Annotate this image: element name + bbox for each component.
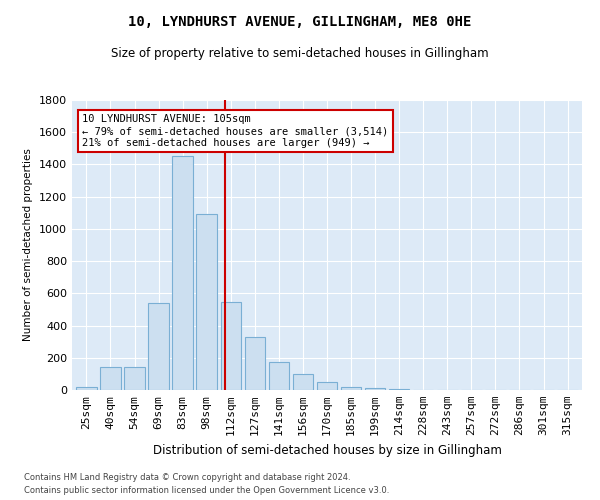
Bar [269,362,289,390]
Bar [245,337,265,390]
X-axis label: Distribution of semi-detached houses by size in Gillingham: Distribution of semi-detached houses by … [152,444,502,456]
Text: 10, LYNDHURST AVENUE, GILLINGHAM, ME8 0HE: 10, LYNDHURST AVENUE, GILLINGHAM, ME8 0H… [128,15,472,29]
Bar [100,368,121,390]
Bar [148,303,169,390]
Text: Contains HM Land Registry data © Crown copyright and database right 2024.: Contains HM Land Registry data © Crown c… [24,474,350,482]
Y-axis label: Number of semi-detached properties: Number of semi-detached properties [23,148,34,342]
Bar [341,387,361,390]
Text: Size of property relative to semi-detached houses in Gillingham: Size of property relative to semi-detach… [111,48,489,60]
Bar [293,374,313,390]
Bar [196,214,217,390]
Bar [317,382,337,390]
Bar [124,368,145,390]
Bar [389,389,409,390]
Bar [221,302,241,390]
Bar [365,388,385,390]
Text: Contains public sector information licensed under the Open Government Licence v3: Contains public sector information licen… [24,486,389,495]
Bar [76,387,97,390]
Text: 10 LYNDHURST AVENUE: 105sqm
← 79% of semi-detached houses are smaller (3,514)
21: 10 LYNDHURST AVENUE: 105sqm ← 79% of sem… [82,114,388,148]
Bar [172,156,193,390]
